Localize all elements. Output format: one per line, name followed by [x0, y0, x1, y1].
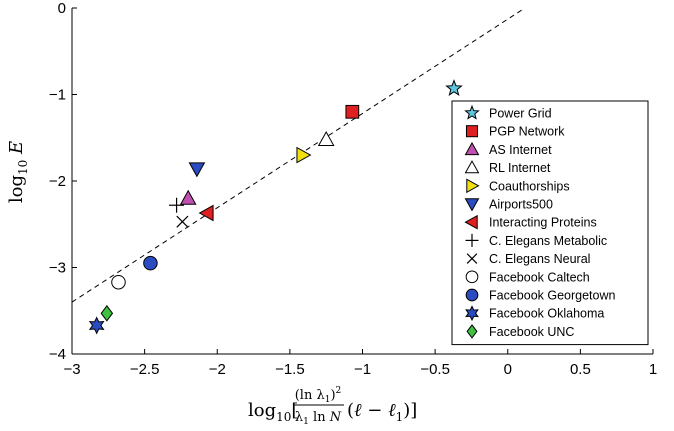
data-points	[88, 79, 463, 335]
x-tick-label: 0.5	[570, 361, 591, 378]
legend-label-c-elegans-metabolic: C. Elegans Metabolic	[489, 234, 607, 248]
svg-text:log10[: log10[	[248, 400, 298, 424]
x-tick-label: −3	[63, 361, 80, 378]
legend-label-facebook-georgetown: Facebook Georgetown	[489, 289, 616, 303]
y-tick-label: −3	[49, 260, 66, 277]
y-tick-label: 0	[58, 0, 66, 17]
legend-label-pgp-network: PGP Network	[489, 125, 565, 139]
legend: Power Grid PGP Network AS Internet RL Inter…	[451, 100, 649, 346]
y-axis-label: log10 E	[6, 141, 30, 203]
x-axis-label: log10[ (ln λ1)2 λ1 ln N (ℓ − ℓ1)]	[248, 386, 417, 427]
x-tick-label: −0.5	[420, 361, 450, 378]
x-tick-label: −2.5	[130, 361, 160, 378]
legend-label-interacting-proteins: Interacting Proteins	[489, 216, 597, 230]
legend-label-as-internet: AS Internet	[489, 143, 552, 157]
axes: −3 −2.5 −2 −1.5 −1 −0.5 0 0.5 10−1−2−3−4	[49, 0, 657, 378]
point-coauthorships	[296, 146, 312, 164]
point-facebook-georgetown	[143, 255, 158, 271]
legend-box	[451, 100, 649, 346]
legend-marker-power-grid	[464, 104, 480, 120]
svg-text:(ℓ − ℓ1)]: (ℓ − ℓ1)]	[347, 400, 417, 424]
point-rl-internet	[317, 130, 335, 146]
svg-text:(ln λ1)2: (ln λ1)2	[295, 386, 342, 405]
x-tick-label: −2	[209, 361, 226, 378]
legend-label-facebook-oklahoma: Facebook Oklahoma	[489, 307, 604, 321]
legend-marker-airports500	[464, 198, 480, 212]
legend-marker-interacting-proteins	[464, 214, 478, 230]
point-c-elegans-neural	[176, 215, 189, 228]
legend-label-facebook-caltech: Facebook Caltech	[489, 270, 590, 284]
svg-text:λ1 ln N: λ1 ln N	[295, 410, 342, 427]
point-interacting-proteins	[198, 204, 214, 222]
legend-marker-c-elegans-metabolic	[465, 233, 479, 247]
x-tick-label: 0	[504, 361, 512, 378]
point-airports500	[188, 162, 206, 178]
legend-marker-facebook-caltech	[465, 270, 479, 284]
y-tick-label: −2	[49, 173, 66, 190]
legend-marker-facebook-oklahoma	[465, 305, 479, 322]
x-tick-label: −1.5	[275, 361, 305, 378]
legend-marker-as-internet	[464, 141, 480, 156]
legend-marker-pgp-network	[465, 125, 479, 138]
legend-label-power-grid: Power Grid	[489, 107, 552, 121]
point-power-grid	[445, 79, 463, 96]
point-facebook-unc	[100, 305, 114, 322]
legend-label-airports500: Airports500	[489, 198, 553, 212]
legend-marker-facebook-unc	[466, 324, 478, 339]
legend-marker-facebook-georgetown	[465, 288, 479, 302]
point-as-internet	[179, 189, 197, 205]
legend-label-rl-internet: RL Internet	[489, 161, 551, 175]
point-pgp-network	[345, 104, 360, 119]
legend-marker-c-elegans-neural-b	[466, 253, 478, 264]
legend-marker-coauthorships	[466, 178, 480, 194]
point-c-elegans-metabolic	[169, 197, 185, 213]
legend-marker-rl-internet	[464, 160, 480, 174]
y-tick-label: −4	[49, 346, 66, 363]
legend-marker-c-elegans-neural	[466, 253, 478, 264]
legend-label-c-elegans-neural: C. Elegans Neural	[489, 252, 590, 266]
x-tick-label: 1	[649, 361, 657, 378]
legend-label-facebook-unc: Facebook UNC	[489, 325, 574, 339]
x-tick-label: −1	[354, 361, 371, 378]
point-facebook-oklahoma	[88, 316, 105, 335]
point-facebook-caltech	[111, 274, 126, 290]
y-tick-label: −1	[49, 87, 66, 104]
legend-label-coauthorships: Coauthorships	[489, 179, 570, 193]
point-c-elegans-neural-b	[176, 215, 189, 228]
